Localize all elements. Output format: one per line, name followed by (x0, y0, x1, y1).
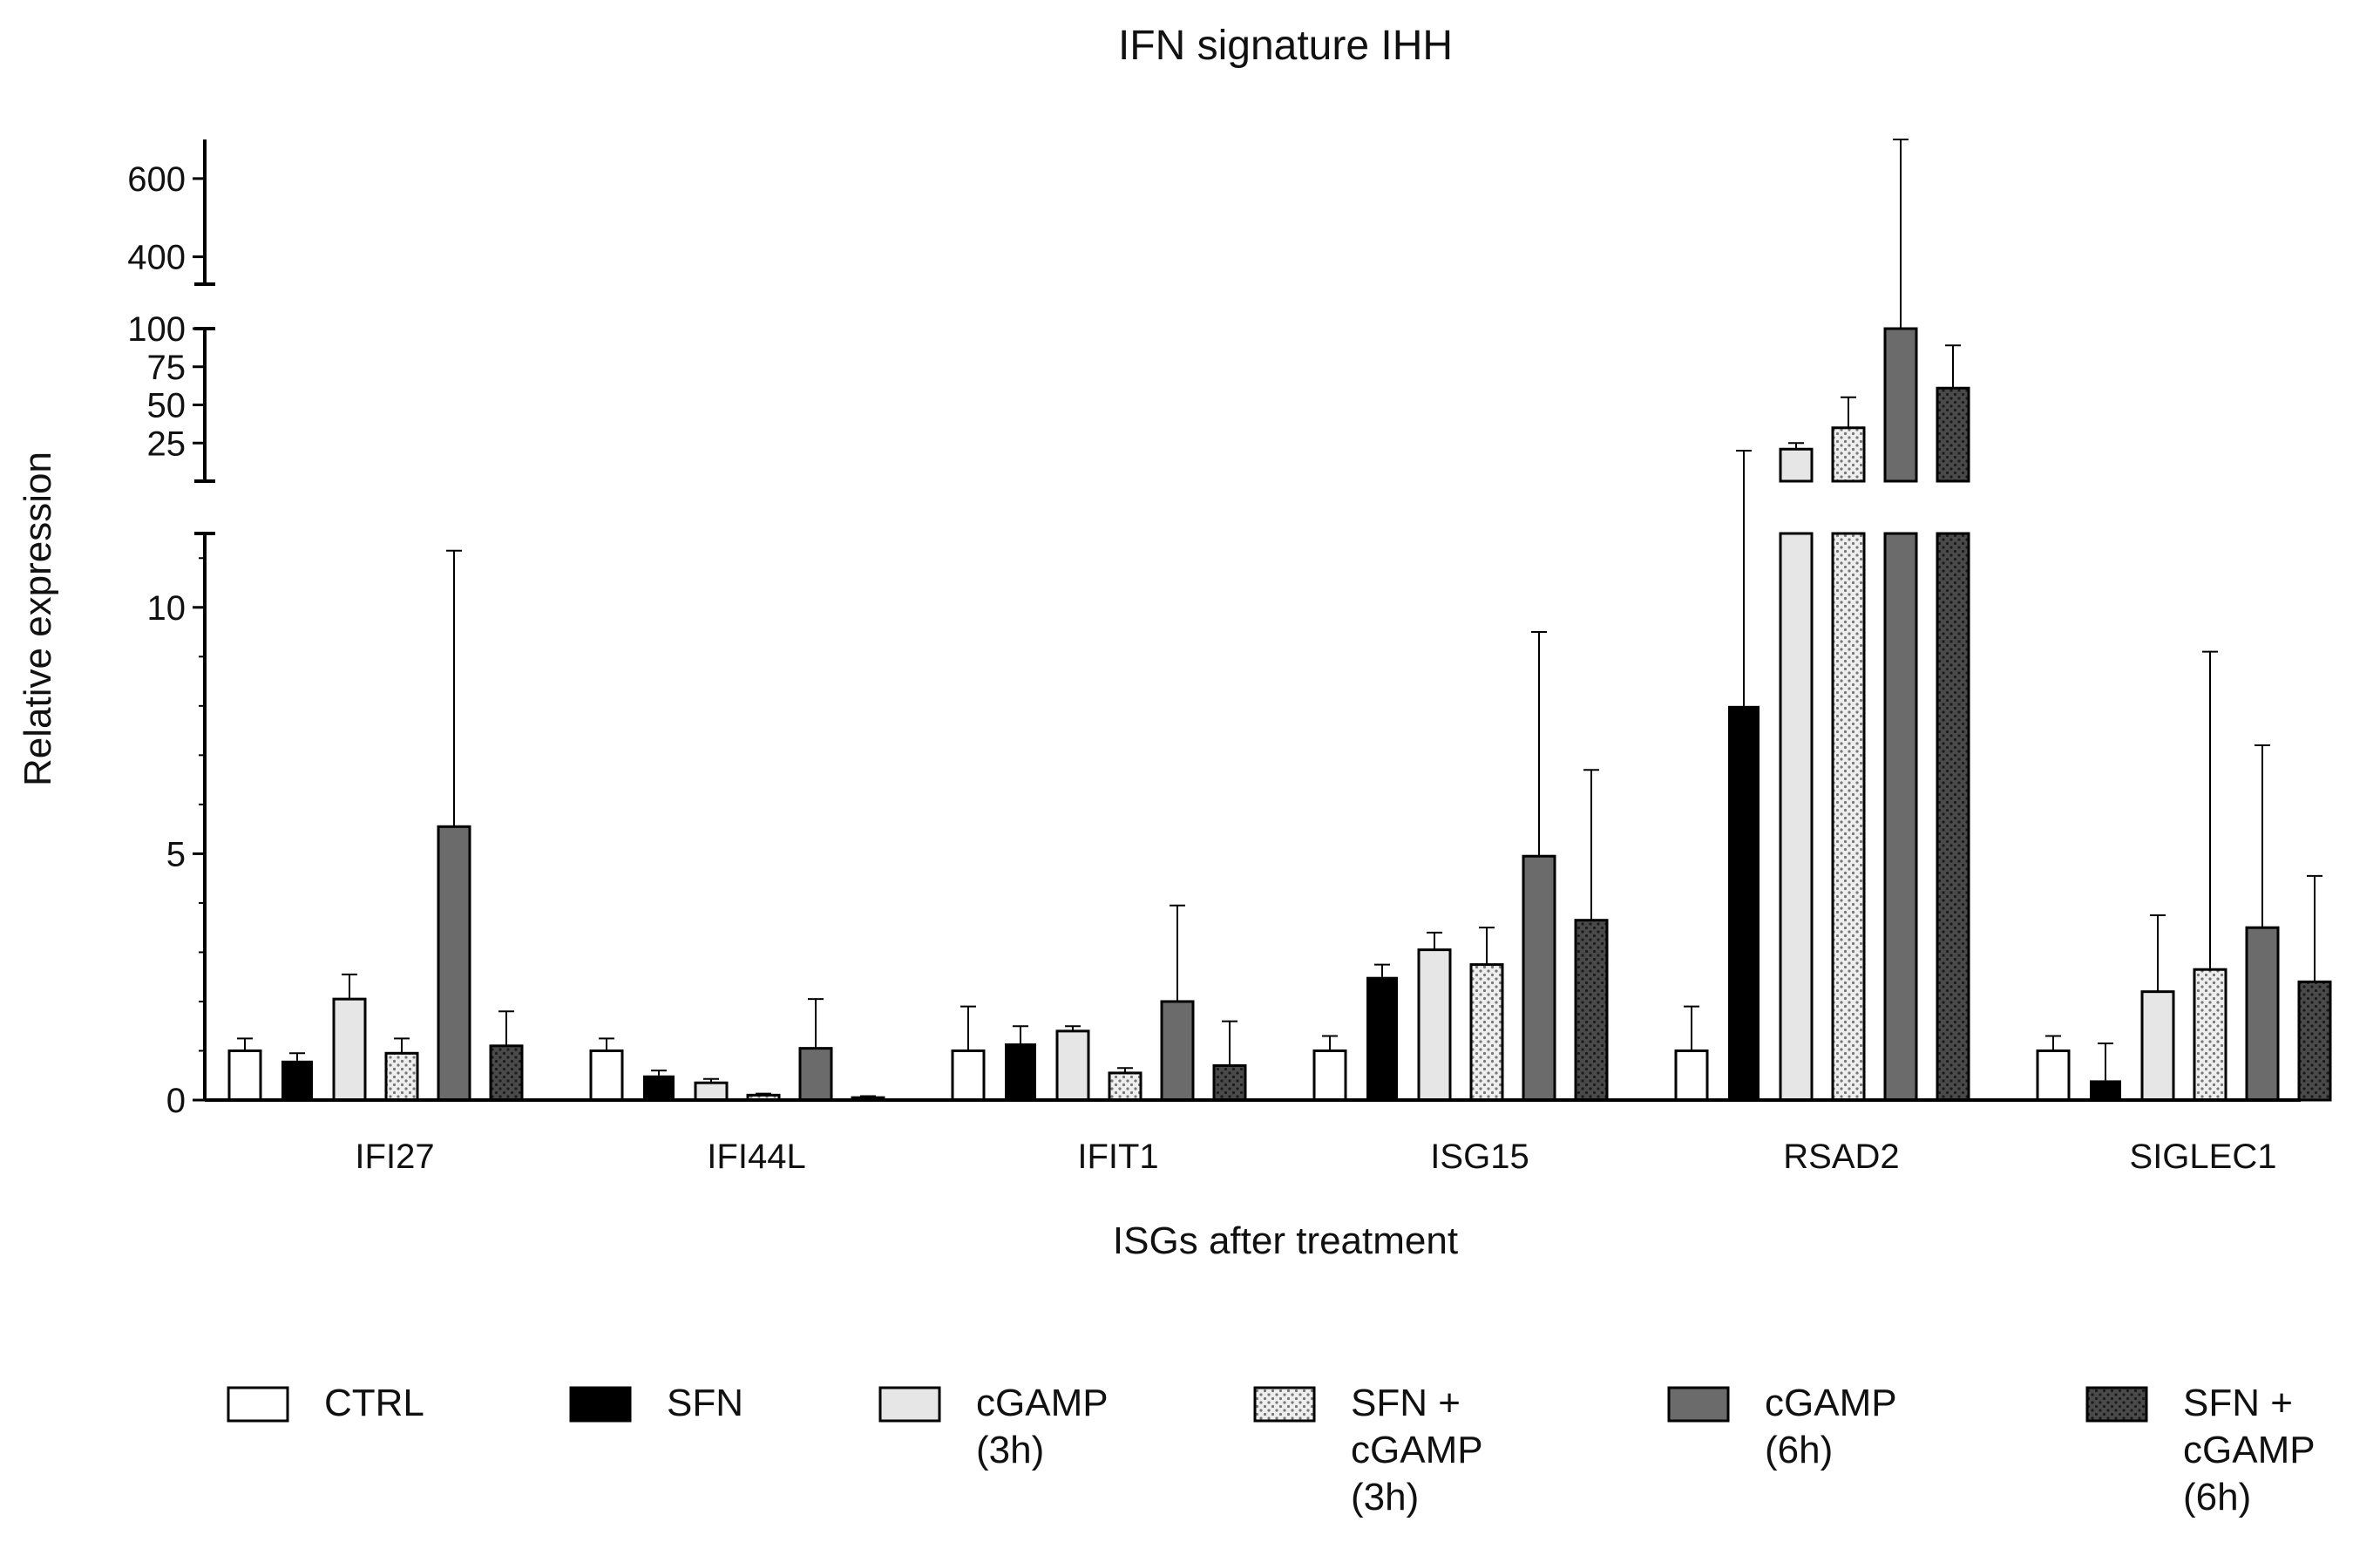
legend: CTRL SFN cGAMP (3h) SFN + cGAMP (3h) cGAMP (6h) S… (227, 1382, 2316, 1518)
legend-swatch-3 (1253, 1386, 1316, 1423)
category-labels: IFI27 IFI44L IFIT1 ISG15 RSAD2 SIGLEC1 (355, 1138, 2276, 1176)
legend-label: cGAMP (1351, 1429, 1483, 1471)
bar-ifi44l-4 (798, 1047, 833, 1102)
legend-label: cGAMP (1765, 1382, 1897, 1424)
legend-label: SFN + (2183, 1382, 2293, 1424)
x-axis-title: ISGs after treatment (1113, 1219, 1458, 1262)
bar-siglec1-4 (2245, 926, 2280, 1102)
bar-siglec1-1 (2090, 1080, 2121, 1100)
y-tick-label: 5 (166, 835, 186, 873)
chart-title: IFN signature IHH (1118, 23, 1453, 69)
bar-ifi44l-0 (589, 1049, 624, 1102)
bar-isg15-2 (1417, 948, 1452, 1102)
legend-label: SFN + (1351, 1382, 1461, 1424)
bar-rsad2-1 (1728, 705, 1760, 1100)
y-tick-label: 50 (147, 387, 186, 425)
bar-isg15-1 (1366, 976, 1398, 1100)
legend-label: (6h) (2183, 1476, 2251, 1518)
category-label: IFI27 (355, 1138, 434, 1176)
legend-label: (3h) (1351, 1476, 1419, 1518)
bar-ifit1-5 (1212, 1063, 1247, 1102)
legend-label: (6h) (1765, 1429, 1833, 1471)
legend-swatch-1 (569, 1386, 632, 1423)
y-tick-label: 10 (147, 589, 186, 628)
y-axis-title: Relative expression (17, 452, 59, 786)
bar-ifi27-5 (489, 1044, 524, 1102)
bar-ifi27-3 (384, 1051, 419, 1102)
legend-label: CTRL (324, 1382, 424, 1424)
y-tick-label: 0 (166, 1082, 186, 1120)
category-label: IFIT1 (1077, 1138, 1158, 1176)
bar-ifit1-3 (1108, 1071, 1143, 1102)
y-tick-label: 75 (147, 349, 186, 387)
bar-upper-rsad2-5 (1936, 386, 1970, 483)
legend-label: (3h) (976, 1429, 1044, 1471)
bar-upper-rsad2-4 (1883, 327, 1918, 483)
bar-ifi27-2 (332, 997, 367, 1102)
category-label: ISG15 (1430, 1138, 1529, 1176)
bar-rsad2-2 (1779, 532, 1814, 1102)
legend-swatch-5 (2085, 1386, 2148, 1423)
bar-rsad2-3 (1831, 532, 1866, 1102)
bar-isg15-4 (1522, 854, 1556, 1102)
bar-ifi27-0 (227, 1049, 262, 1102)
bar-ifi27-4 (437, 825, 471, 1102)
category-label: RSAD2 (1783, 1138, 1899, 1176)
bar-siglec1-0 (2036, 1049, 2071, 1102)
bar-isg15-5 (1574, 919, 1609, 1102)
y-tick-label: 600 (127, 160, 186, 199)
bar-ifit1-4 (1160, 1000, 1195, 1102)
legend-swatch-0 (227, 1386, 289, 1423)
bar-rsad2-5 (1936, 532, 1970, 1102)
legend-swatch-4 (1667, 1386, 1730, 1423)
bar-ifit1-1 (1005, 1043, 1036, 1100)
bar-ifi44l-1 (643, 1075, 675, 1100)
y-tick-label: 25 (147, 425, 186, 463)
bar-isg15-0 (1312, 1049, 1347, 1102)
bar-upper-rsad2-2 (1779, 447, 1814, 483)
bar-ifit1-0 (951, 1049, 986, 1102)
bar-ifit1-2 (1055, 1029, 1090, 1102)
legend-label: cGAMP (2183, 1429, 2316, 1471)
legend-swatch-2 (878, 1386, 941, 1423)
bar-siglec1-2 (2140, 990, 2175, 1102)
legend-label: cGAMP (976, 1382, 1109, 1424)
bar-upper-rsad2-3 (1831, 426, 1866, 483)
bar-ifi44l-2 (694, 1081, 729, 1102)
bar-ifi27-1 (281, 1060, 313, 1100)
bar-rsad2-4 (1883, 532, 1918, 1102)
y-tick-label: 400 (127, 239, 186, 277)
bar-siglec1-3 (2193, 968, 2227, 1102)
bar-isg15-3 (1469, 963, 1504, 1102)
legend-label: SFN (667, 1382, 743, 1424)
bars-layer (227, 139, 2332, 1102)
bar-rsad2-0 (1674, 1049, 1709, 1102)
y-tick-label: 100 (127, 310, 186, 349)
category-label: SIGLEC1 (2130, 1138, 2277, 1176)
bar-siglec1-5 (2297, 980, 2332, 1102)
category-label: IFI44L (707, 1138, 805, 1176)
